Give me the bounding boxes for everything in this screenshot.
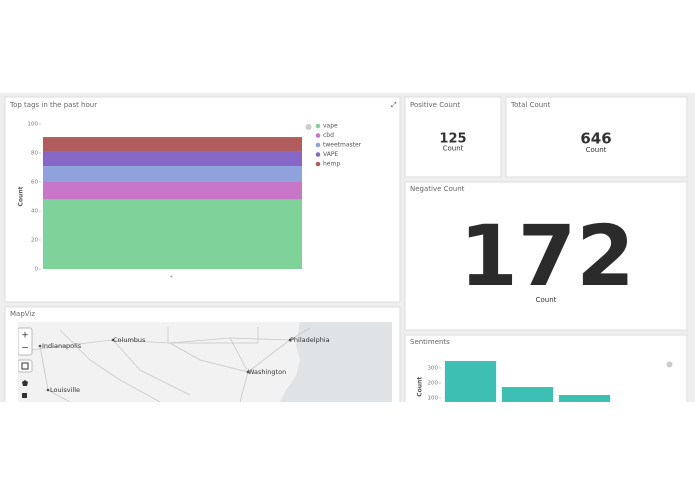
expand-icon[interactable]: ⤢: [391, 101, 397, 109]
bar-segment: [43, 166, 302, 182]
charts: 0 20 40 60 80 100 Count * vape cbd tweetmaster VAPE…: [18, 122, 611, 402]
legend-swatch: [315, 161, 321, 167]
city-dot: [46, 388, 50, 392]
city-dot: [111, 338, 115, 342]
panel-title: Sentiments: [410, 338, 450, 346]
bar-segment: [43, 182, 302, 200]
legend-toggle[interactable]: [305, 124, 312, 130]
legend-label: tweetmaster: [323, 142, 362, 149]
water: [280, 322, 392, 402]
y-axis-label: Count: [18, 186, 25, 206]
metric-value: 125: [439, 132, 466, 147]
legend-label: vape: [323, 123, 338, 130]
panel: [505, 96, 688, 178]
bar: [558, 395, 611, 402]
fit-icon: [21, 362, 29, 370]
bar: [444, 360, 497, 402]
legend-swatch: [315, 133, 321, 138]
y-tick-label: 200: [428, 381, 439, 387]
city-dot: [288, 338, 292, 342]
city-dot: [38, 344, 42, 348]
roads: [18, 327, 311, 402]
legend-label: VAPE: [323, 151, 338, 158]
panel-title: MapViz: [10, 310, 35, 318]
metric-label: Count: [586, 146, 607, 154]
legend-swatch: [315, 152, 321, 157]
zoom-in[interactable]: +: [21, 331, 29, 341]
y-tick-label: 0: [35, 267, 39, 273]
panel-title: Top tags in the past hour: [9, 101, 97, 109]
y-axis-label: Count: [417, 377, 424, 397]
draw-rect[interactable]: [22, 393, 27, 398]
panel-title: Total Count: [510, 101, 551, 109]
draw-polygon[interactable]: [22, 380, 28, 386]
city-label: Columbus: [113, 336, 146, 344]
map[interactable]: Indianapolis Columbus Philadelphia Washi…: [18, 322, 392, 402]
bar: [501, 387, 554, 402]
panel-title: Negative Count: [410, 185, 465, 193]
city-label: Washington: [248, 368, 286, 376]
zoom-box: [18, 327, 33, 356]
y-tick-label: 100: [28, 122, 39, 128]
y-tick-label: 80: [31, 151, 38, 157]
legend-label: cbd: [323, 132, 334, 139]
legend-swatch: [315, 123, 321, 129]
bar-segment: [43, 137, 302, 152]
y-tick-label: 40: [31, 209, 38, 215]
city-label: Louisville: [50, 386, 80, 394]
legend-toggle[interactable]: [666, 361, 673, 368]
y-tick-label: 20: [31, 238, 38, 244]
panel: [404, 96, 502, 178]
metric-label: Count: [443, 145, 464, 153]
legend-label: hemp: [323, 161, 340, 168]
metric-value: 646: [580, 130, 611, 148]
zoom-out[interactable]: −: [21, 344, 29, 354]
metric-label: Count: [536, 296, 557, 304]
panel-title: Positive Count: [410, 101, 460, 109]
bar-segment: [43, 151, 302, 167]
dashboard-area: Top tags in the past hour ⤢ Positive Cou…: [0, 93, 695, 402]
metric-value: 172: [459, 207, 634, 305]
x-tick-label: *: [170, 274, 177, 280]
y-tick-label: 60: [31, 180, 38, 186]
fit-button[interactable]: [18, 359, 33, 373]
legend-swatch: [315, 142, 321, 148]
panel: [404, 181, 688, 331]
bar-segment: [43, 199, 302, 269]
y-tick-label: 300: [428, 366, 439, 372]
city-label: Philadelphia: [290, 336, 330, 344]
city-dot: [246, 370, 250, 374]
y-tick-label: 100: [428, 396, 439, 402]
city-label: Indianapolis: [42, 342, 82, 350]
